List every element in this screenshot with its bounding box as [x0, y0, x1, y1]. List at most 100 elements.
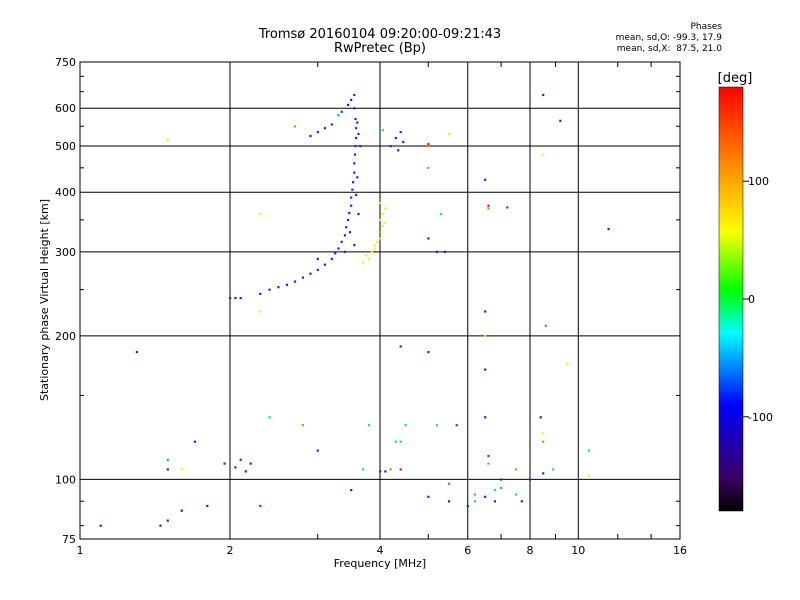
data-point	[427, 166, 430, 169]
x-tick-label: 4	[377, 544, 384, 557]
data-point	[379, 470, 382, 473]
data-point	[515, 493, 518, 496]
data-point	[347, 218, 350, 222]
stats-x-mode: mean, sd,X: 87.5, 21.0	[616, 44, 722, 54]
x-tick-label: 10	[571, 544, 585, 557]
data-point	[356, 121, 359, 124]
data-point	[293, 280, 297, 283]
data-point	[466, 504, 469, 508]
data-point	[340, 240, 343, 243]
data-point	[380, 231, 383, 234]
data-point	[316, 268, 319, 271]
data-point	[447, 500, 451, 503]
data-point	[399, 440, 402, 443]
data-point	[542, 153, 545, 156]
data-point	[239, 458, 242, 461]
colorbar-tick-label: 0	[748, 293, 755, 306]
y-tick-label: 200	[55, 330, 76, 343]
data-point	[350, 204, 353, 207]
y-tick-label: 600	[55, 102, 76, 115]
data-point	[345, 226, 348, 229]
y-tick-label: 300	[55, 246, 76, 259]
data-point	[166, 468, 169, 471]
data-point	[443, 250, 447, 253]
stats-o-mode: mean, sd,O: -99.3, 17.9	[615, 33, 722, 43]
data-point	[484, 334, 487, 337]
colorbar-tick-label: 100	[748, 175, 769, 188]
data-point	[234, 297, 237, 300]
x-axis-label: Frequency [MHz]	[334, 557, 426, 570]
data-point	[348, 231, 352, 234]
y-tick-label: 100	[55, 473, 76, 486]
data-point	[353, 153, 356, 156]
data-point	[259, 310, 262, 313]
scatter-points	[99, 93, 610, 527]
data-point	[357, 213, 360, 216]
data-point	[506, 206, 509, 209]
data-point	[367, 424, 371, 427]
data-point	[355, 136, 358, 140]
data-point	[135, 351, 138, 354]
data-point	[370, 250, 373, 253]
data-point	[259, 213, 262, 216]
data-point	[337, 247, 340, 250]
plot-frame	[79, 61, 681, 540]
data-point	[362, 261, 365, 264]
data-point	[587, 474, 590, 477]
chart-subtitle: RwPretec (Bp)	[333, 41, 427, 56]
data-point	[427, 495, 430, 498]
data-point	[394, 136, 397, 140]
data-point	[316, 131, 319, 134]
data-point	[268, 288, 271, 291]
data-point	[301, 424, 304, 427]
data-point	[500, 486, 503, 490]
data-point	[285, 283, 288, 286]
data-point	[365, 254, 368, 257]
data-point	[353, 162, 356, 165]
data-point	[353, 93, 356, 97]
data-point	[487, 462, 490, 465]
data-point	[542, 93, 545, 97]
data-point	[330, 123, 333, 126]
data-point	[353, 171, 356, 174]
data-point	[277, 286, 280, 289]
data-point	[484, 495, 487, 498]
data-point	[381, 224, 384, 228]
data-point	[542, 472, 545, 475]
data-point	[427, 237, 430, 240]
data-point	[99, 524, 102, 527]
y-axis-ticks: 75 100 200 300 400 500 600 750	[55, 56, 680, 546]
data-point	[515, 468, 518, 471]
data-point	[559, 119, 562, 122]
data-point	[343, 234, 346, 237]
colorbar-label: [deg]	[718, 71, 753, 86]
data-point	[399, 468, 402, 471]
data-point	[379, 218, 382, 222]
data-point	[259, 292, 262, 295]
data-point	[389, 145, 392, 148]
data-point	[389, 468, 392, 471]
data-point	[383, 221, 386, 225]
data-point	[542, 440, 545, 443]
data-point	[397, 149, 400, 152]
data-point	[587, 449, 590, 452]
data-point	[159, 524, 162, 527]
data-point	[323, 263, 326, 266]
y-tick-label: 750	[55, 56, 76, 69]
data-point	[180, 509, 183, 512]
data-point	[309, 134, 312, 138]
data-point	[166, 519, 169, 522]
x-tick-label: 6	[464, 544, 471, 557]
data-point	[379, 237, 382, 240]
data-point	[404, 424, 407, 427]
data-point	[352, 181, 355, 184]
data-point	[542, 432, 545, 435]
data-point	[354, 117, 357, 121]
data-point	[399, 131, 402, 134]
data-point	[493, 489, 496, 492]
data-point	[402, 140, 405, 144]
data-point	[607, 228, 610, 231]
data-point	[384, 470, 387, 473]
data-point	[348, 211, 351, 215]
